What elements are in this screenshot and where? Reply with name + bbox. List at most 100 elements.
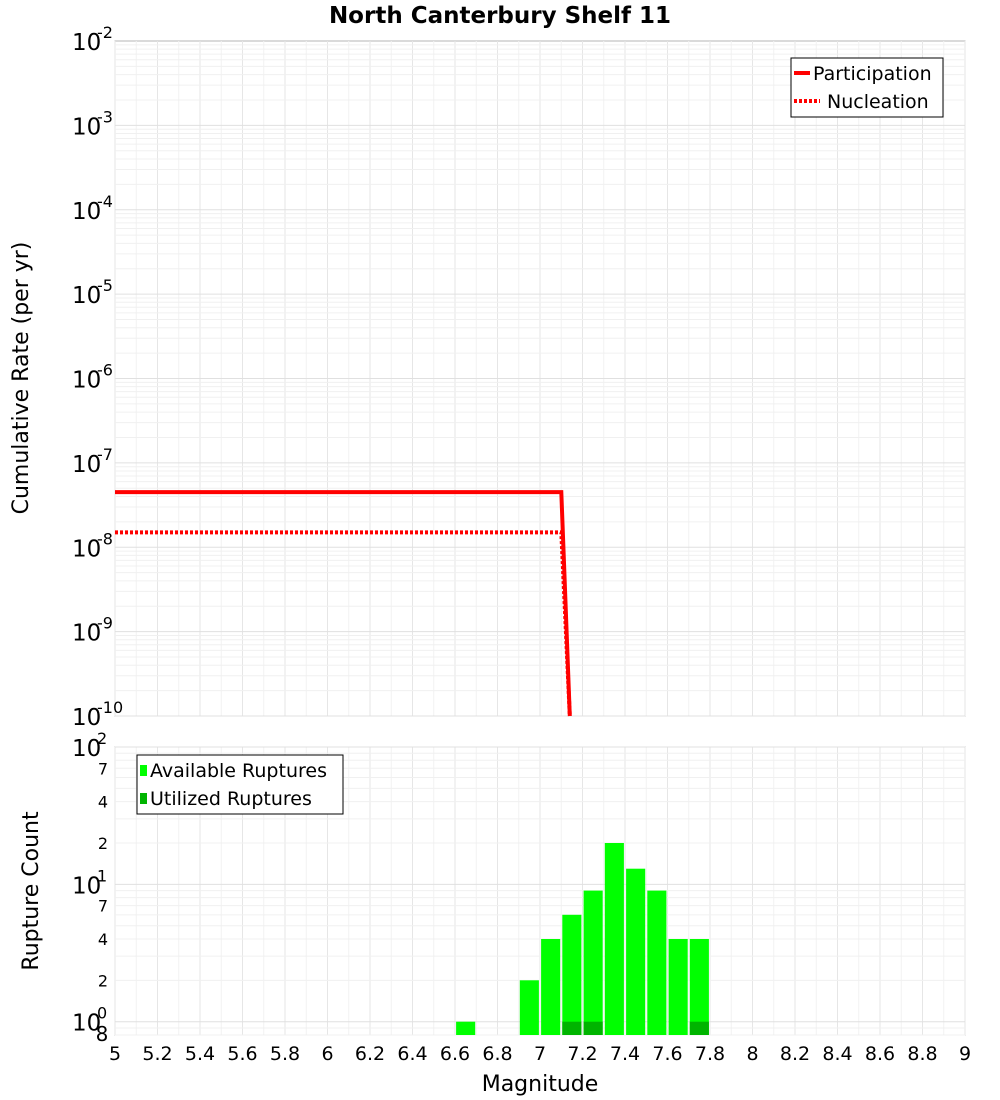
top-y-tick-base: 10 [72,114,101,140]
utilized-legend-swatch [140,793,147,804]
top-y-tick-label: 10-2 [72,23,113,56]
top-y-tick-label: 10-4 [72,192,113,225]
bottom-y-minor-tick: 2 [98,834,108,853]
bottom-y-tick-exponent: 1 [97,866,107,885]
participation-legend-label: Participation [813,63,932,85]
x-tick-label: 8.8 [907,1043,937,1065]
bottom-y-tick-label: 100 [72,1004,107,1037]
x-tick-label: 7.4 [610,1043,640,1065]
bottom-y-tick-label: 2 [98,971,108,990]
utilized-rupture-bar [562,1021,582,1035]
x-tick-label: 8.2 [780,1043,810,1065]
bottom-y-tick-label: 101 [72,866,107,899]
bottom-y-tick-label: 8 [96,1022,109,1046]
bottom-y-minor-tick: 4 [98,793,108,812]
top-y-tick-label: 10-3 [72,107,113,140]
available-rupture-bar [583,890,603,1035]
available-rupture-bar [626,868,646,1035]
bottom-y-tick-base: 10 [72,736,101,762]
bottom-gridlines [114,746,966,1036]
bottom-y-minor-tick: 7 [98,759,108,778]
available-rupture-bar [689,939,709,1035]
bottom-y-tick-label: 7 [98,759,108,778]
x-tick-label: 7.2 [567,1043,597,1065]
bottom-y-tick-label: 102 [72,729,107,762]
top-y-tick-exponent: -7 [97,445,113,464]
bottom-y-tick-base: 10 [72,873,101,899]
top-series-lines [115,490,572,717]
available-rupture-bar [604,843,624,1035]
x-tick-label: 7.8 [695,1043,725,1065]
x-tick-labels: 5 5.2 5.4 5.6 5.8 6 6.2 6.4 6.6 6.8 7 7.2 7.4 7.6 7.8 8… [109,1043,971,1065]
x-tick-label: 7.6 [652,1043,682,1065]
top-y-tick-base: 10 [72,705,101,731]
top-y-tick-exponent: -3 [97,107,113,126]
top-y-axis-label: Cumulative Rate (per yr) [9,242,34,515]
top-y-tick-exponent: -9 [97,614,113,633]
x-tick-label: 6.2 [355,1043,385,1065]
x-tick-label: 7 [534,1043,546,1065]
top-legend: Participation Nucleation [790,57,944,118]
available-legend-label: Available Ruptures [150,760,327,782]
top-y-tick-base: 10 [72,452,101,478]
bottom-bars [456,843,709,1035]
utilized-legend-label: Utilized Ruptures [150,788,312,810]
x-tick-label: 8 [746,1043,758,1065]
top-y-tick-label: 10-8 [72,529,113,562]
top-y-tick-base: 10 [72,199,101,225]
top-y-tick-exponent: -2 [97,23,113,42]
bottom-y-minor-tick: 8 [96,1022,109,1046]
top-y-tick-exponent: -10 [97,698,123,717]
x-tick-label: 5.6 [227,1043,257,1065]
x-tick-label: 6.8 [482,1043,512,1065]
bottom-y-tick-exponent: 2 [97,729,107,748]
bottom-y-tick-label: 2 [98,834,108,853]
top-y-tick-label: 10-10 [72,698,123,731]
chart-title: North Canterbury Shelf 11 [329,3,671,29]
x-tick-label: 5 [109,1043,121,1065]
top-y-tick-label: 10-6 [72,361,113,394]
x-tick-label: 5.4 [185,1043,215,1065]
cumulative-rate-panel: 10-210-310-410-510-610-710-810-910-10 Cu… [9,23,966,731]
x-tick-label: 9 [959,1043,971,1065]
top-gridlines [114,41,966,717]
top-y-tick-exponent: -8 [97,529,113,548]
top-y-tick-labels: 10-210-310-410-510-610-710-810-910-10 [72,23,123,731]
available-legend-swatch [140,765,147,776]
utilized-rupture-bar [689,1021,709,1035]
x-tick-label: 5.8 [270,1043,300,1065]
bottom-y-tick-base: 10 [72,1011,101,1037]
bottom-y-axis-label: Rupture Count [19,811,44,971]
top-y-tick-label: 10-7 [72,445,113,478]
bottom-y-minor-tick: 7 [98,897,108,916]
top-legend-box [790,57,944,118]
top-y-tick-label: 10-5 [72,276,113,309]
available-rupture-bar [456,1021,476,1035]
top-y-tick-base: 10 [72,283,101,309]
nucleation-line [115,530,572,717]
bottom-y-minor-tick: 4 [98,930,108,949]
bottom-legend: Available Ruptures Utilized Ruptures [136,754,344,815]
x-tick-label: 8.4 [822,1043,852,1065]
bottom-y-tick-label: 4 [98,930,108,949]
x-tick-label: 6.6 [440,1043,470,1065]
bottom-y-tick-label: 7 [98,897,108,916]
x-axis-label: Magnitude [482,1072,599,1097]
available-rupture-bar [541,939,561,1035]
x-tick-label: 8.6 [865,1043,895,1065]
top-y-tick-exponent: -6 [97,361,113,380]
top-y-tick-base: 10 [72,368,101,394]
available-rupture-bar [647,890,667,1035]
x-tick-label: 5.2 [142,1043,172,1065]
available-rupture-bar [668,939,688,1035]
x-tick-label: 6 [321,1043,333,1065]
bottom-y-tick-label: 4 [98,793,108,812]
nucleation-legend-label: Nucleation [827,91,929,113]
top-y-tick-base: 10 [72,621,101,647]
bottom-legend-box [136,754,344,815]
utilized-rupture-bar [583,1021,603,1035]
available-rupture-bar [562,914,582,1035]
